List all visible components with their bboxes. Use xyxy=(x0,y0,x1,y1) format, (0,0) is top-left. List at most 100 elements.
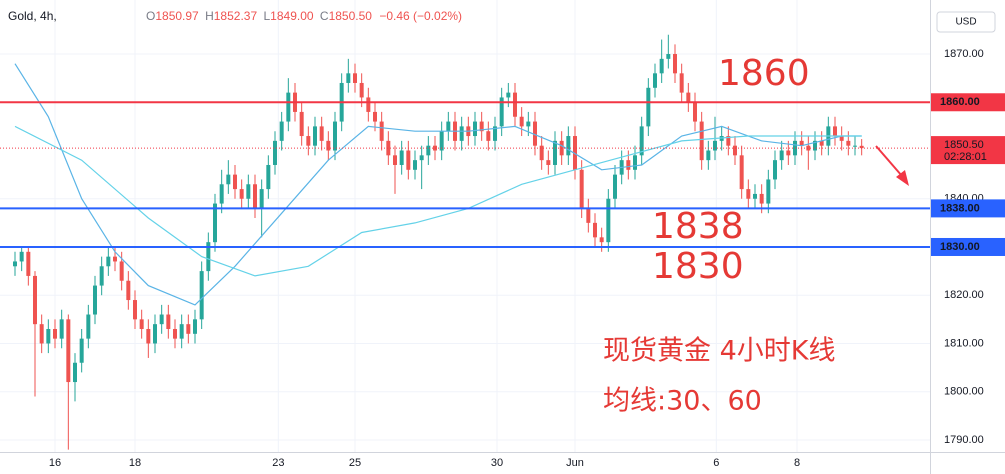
candle-body xyxy=(139,319,144,329)
x-tick-label: 18 xyxy=(129,457,141,469)
candle-body xyxy=(799,140,804,146)
candle-body xyxy=(99,266,104,286)
candle-body xyxy=(46,328,51,344)
candle-body xyxy=(753,193,757,199)
last-price-label: 1850.50 xyxy=(944,139,984,151)
candle-body xyxy=(119,261,124,281)
candle-body xyxy=(313,126,317,146)
candle-body xyxy=(506,92,511,98)
x-tick-label: 16 xyxy=(49,457,61,469)
y-tick-label: 1870.00 xyxy=(944,48,984,60)
currency-box xyxy=(936,11,996,33)
candle-body xyxy=(546,160,551,165)
candle-body xyxy=(213,203,217,243)
candle-body xyxy=(806,145,811,151)
candle-body xyxy=(626,160,631,170)
candle-body xyxy=(833,126,837,137)
candle-body xyxy=(439,131,444,151)
candle-body xyxy=(853,145,857,147)
candle-body xyxy=(286,92,291,122)
candle-body xyxy=(586,208,591,223)
candle-body xyxy=(73,362,77,383)
candle-body xyxy=(693,102,697,122)
candle-body xyxy=(579,169,584,209)
arrow-shaft xyxy=(875,145,903,177)
candle-body xyxy=(79,338,84,363)
ohlc-value: 1852.37 xyxy=(214,9,258,23)
candle-body xyxy=(479,121,484,132)
candle-body xyxy=(113,256,117,262)
candle-body xyxy=(593,222,597,238)
candle-body xyxy=(639,126,644,156)
candle-body xyxy=(406,150,411,170)
candle-body xyxy=(299,111,304,137)
x-tick-label: 8 xyxy=(794,457,800,469)
ohlc-value: 1850.97 xyxy=(155,9,199,23)
ohlc-key: L xyxy=(263,9,270,23)
candle-body xyxy=(193,319,197,334)
arrow-head xyxy=(896,170,909,186)
candle-body xyxy=(679,73,684,93)
annotation: 1860 xyxy=(718,53,810,94)
candle-body xyxy=(153,324,157,344)
candle-body xyxy=(706,150,711,161)
moving-average xyxy=(14,125,862,277)
candle-body xyxy=(459,126,464,141)
plot-area xyxy=(0,34,930,450)
candle-body xyxy=(733,145,737,156)
annotation: 现货黄金 4小时K线 xyxy=(603,336,835,367)
candle-body xyxy=(359,82,364,98)
candle-body xyxy=(26,251,31,276)
candle-body xyxy=(473,121,477,137)
y-tick-label: 1790.00 xyxy=(944,434,984,446)
ohlc-value: 1849.00 xyxy=(270,9,314,23)
x-tick-label: 23 xyxy=(272,457,284,469)
candle-body xyxy=(859,145,864,149)
candle-body xyxy=(33,275,37,325)
level-label-box xyxy=(931,199,1005,218)
moving-average xyxy=(14,63,862,306)
level-label: 1838.00 xyxy=(940,202,980,214)
candle-body xyxy=(166,314,171,329)
candle-body xyxy=(699,121,704,161)
candle-body xyxy=(353,73,357,83)
candle-body xyxy=(259,189,264,209)
candle-body xyxy=(426,145,431,156)
ohlc-key: O xyxy=(146,9,155,23)
candle-body xyxy=(186,324,191,334)
candle-body xyxy=(613,174,617,199)
candle-body xyxy=(279,121,284,141)
candle-body xyxy=(599,237,604,243)
candle-body xyxy=(659,58,664,74)
candle-body xyxy=(759,193,764,204)
x-tick-label: 25 xyxy=(349,457,361,469)
candle-body xyxy=(819,140,824,146)
candle-body xyxy=(106,256,111,267)
candle-body xyxy=(633,155,637,170)
candle-body xyxy=(206,242,211,272)
x-tick-label: Jun xyxy=(566,457,584,469)
candle-body xyxy=(419,155,424,161)
countdown: 02:28:01 xyxy=(944,151,987,163)
ohlc-key: H xyxy=(205,9,214,23)
candle-body xyxy=(59,319,64,339)
level-label: 1830.00 xyxy=(940,241,980,253)
candle-body xyxy=(319,126,324,141)
y-tick-label: 1810.00 xyxy=(944,337,984,349)
candle-body xyxy=(13,261,17,267)
candle-body xyxy=(379,121,384,141)
candle-body xyxy=(146,328,151,344)
candle-body xyxy=(566,136,571,156)
candle-body xyxy=(246,184,251,199)
candle-body xyxy=(839,136,844,141)
x-tick-label: 30 xyxy=(491,457,503,469)
candle-body xyxy=(126,280,131,301)
candle-body xyxy=(493,126,497,141)
x-tick-label: 6 xyxy=(713,457,719,469)
level-label-box xyxy=(931,237,1005,256)
candle-body xyxy=(553,140,557,165)
candle-body xyxy=(366,97,371,112)
candle-body xyxy=(179,324,184,339)
axes: 1790.001800.001810.001820.001840.001870.… xyxy=(49,48,1005,469)
